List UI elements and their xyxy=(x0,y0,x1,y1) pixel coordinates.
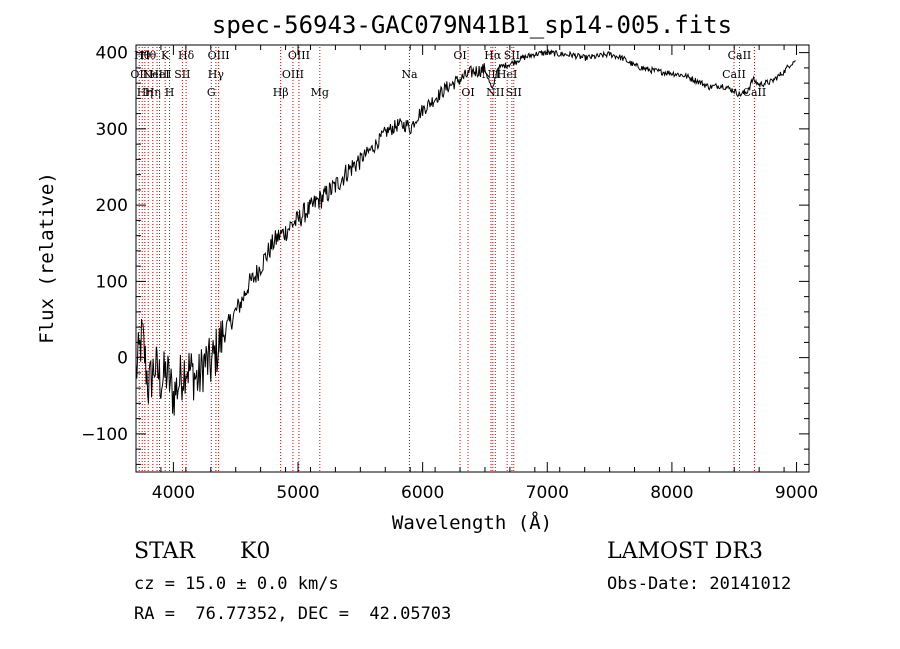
line-label: HeI xyxy=(497,68,517,81)
line-label: OIII xyxy=(288,49,310,62)
line-label: SII xyxy=(506,86,522,99)
y-tick-label: 200 xyxy=(96,196,128,216)
spectral-line-markers: OIIHθHηHθHηNeIIIHeIKHSIIHδGHγOIIIHβOIIIO… xyxy=(130,47,766,472)
redshift-readout: cz = 15.0 ± 0.0 km/s xyxy=(134,574,339,594)
line-label: G xyxy=(207,86,216,99)
line-label: SII xyxy=(174,68,190,81)
y-tick-label: 400 xyxy=(96,44,128,64)
x-tick-label: 7000 xyxy=(526,483,569,503)
line-label: Hδ xyxy=(178,49,195,62)
line-label: OI xyxy=(461,86,474,99)
obs-date: Obs-Date: 20141012 xyxy=(607,574,792,594)
line-label: Hα xyxy=(484,49,502,62)
x-tick-label: 9000 xyxy=(775,483,818,503)
line-label: Hη xyxy=(145,86,161,99)
y-tick-label: −100 xyxy=(81,425,128,445)
line-label: Mg xyxy=(311,86,329,99)
y-tick-label: 300 xyxy=(96,120,128,140)
spectrum-series xyxy=(135,48,796,416)
x-tick-label: 6000 xyxy=(401,483,444,503)
coordinates: RA = 76.77352, DEC = 42.05703 xyxy=(134,604,452,624)
x-tick-label: 5000 xyxy=(276,483,319,503)
line-label: OII xyxy=(130,68,148,81)
line-label: NII xyxy=(486,86,504,99)
line-label: Na xyxy=(401,68,418,81)
x-tick-label: 8000 xyxy=(650,483,693,503)
chart-title: spec-56943-GAC079N41B1_sp14-005.fits xyxy=(212,11,732,39)
line-label: OI xyxy=(453,49,466,62)
line-label: H xyxy=(165,86,175,99)
y-tick-label: 100 xyxy=(96,272,128,292)
axis-ticks: 4000 5000 6000 7000 8000 9000 −100 0 100 200 300 40… xyxy=(81,44,818,503)
object-class: STAR xyxy=(134,539,195,564)
line-label: Hθ xyxy=(140,49,157,62)
x-tick-label: 4000 xyxy=(152,483,195,503)
line-label: OIII xyxy=(208,49,230,62)
line-label: OIII xyxy=(282,68,304,81)
line-label: CaII xyxy=(722,68,746,81)
line-label: Hβ xyxy=(273,86,289,99)
line-label: Hγ xyxy=(208,68,225,81)
series-line xyxy=(135,48,796,416)
line-label: K xyxy=(161,49,170,62)
survey-name: LAMOST DR3 xyxy=(607,539,763,564)
line-label: Hη xyxy=(137,86,153,99)
line-label: CaII xyxy=(728,49,752,62)
object-subclass: K0 xyxy=(240,539,271,564)
line-label: HeI xyxy=(149,68,169,81)
y-tick-label: 0 xyxy=(117,349,128,369)
line-label: SII xyxy=(504,49,520,62)
line-label: NeIII xyxy=(142,68,171,81)
x-axis-label: Wavelength (Å) xyxy=(392,511,552,534)
y-axis-label: Flux (relative) xyxy=(36,172,58,344)
plot-frame xyxy=(135,44,810,473)
